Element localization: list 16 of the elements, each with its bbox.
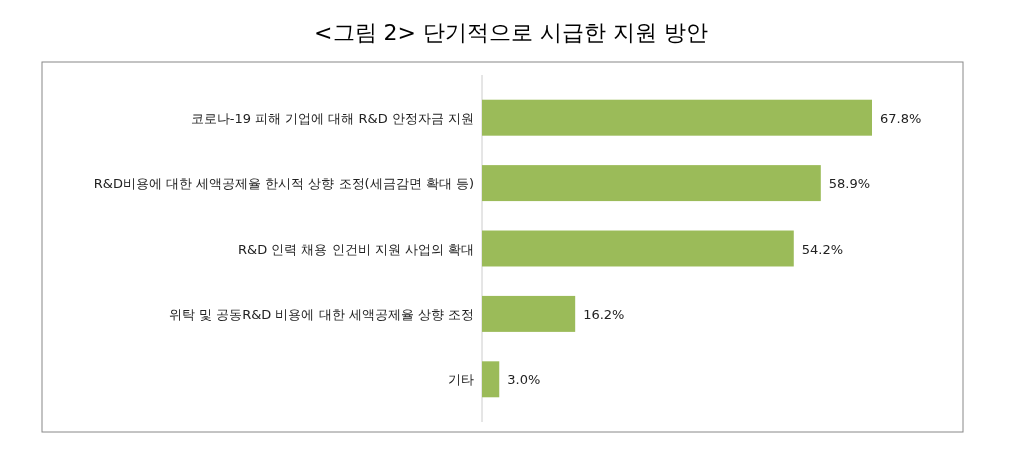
data-label: 54.2% (801, 241, 844, 257)
y-tick-label: 기타 (448, 372, 474, 388)
chart-title: <그림 2> 단기적으로 시급한 지원 방안 (314, 20, 708, 45)
y-tick-label: 위탁 및 공동R&D 비용에 대한 세액공제율 상향 조정 (168, 306, 474, 322)
y-tick-label: R&D 인력 채용 인건비 지원 사업의 확대 (238, 241, 474, 257)
y-tick-label: 코로나-19 피해 기업에 대해 R&D 안정자금 지원 (190, 110, 474, 126)
bar (482, 165, 821, 202)
bar (482, 295, 576, 332)
data-label: 58.9% (828, 176, 871, 192)
data-label: 3.0% (507, 372, 541, 388)
bar (482, 99, 872, 136)
data-label: 67.8% (880, 110, 922, 126)
y-tick-label: R&D비용에 대한 세액공제율 한시적 상향 조정(세금감면 확대 등) (93, 176, 474, 192)
bar (482, 361, 500, 398)
bar (482, 230, 794, 267)
data-label: 16.2% (583, 306, 625, 322)
